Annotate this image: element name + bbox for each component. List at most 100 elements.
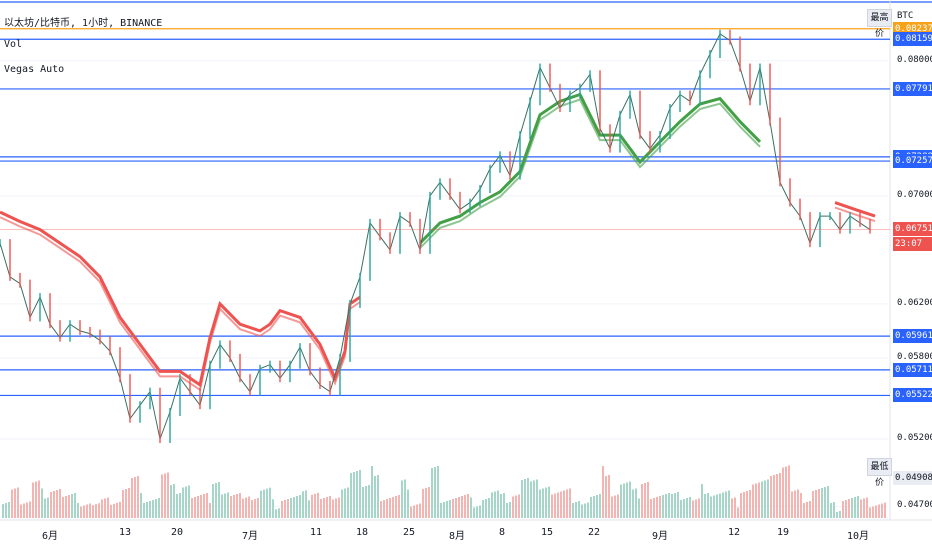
price-tag: 0.072577: [893, 154, 932, 169]
volume-bar: [710, 496, 712, 518]
volume-bar: [23, 503, 25, 518]
volume-bar: [83, 505, 85, 518]
price-tag: 0.055221: [893, 388, 932, 403]
vegas-band-lower: [834, 206, 876, 223]
volume-bar: [845, 500, 847, 518]
volume-bar: [437, 466, 439, 518]
volume-bar: [236, 494, 238, 518]
volume-bar: [554, 493, 556, 518]
volume-bar: [539, 489, 541, 518]
volume-bar: [611, 496, 613, 518]
volume-bar: [89, 503, 91, 518]
volume-bar: [608, 475, 610, 518]
vegas-indicator-legend[interactable]: Vegas Auto: [4, 64, 65, 75]
volume-bar: [272, 499, 274, 518]
volume-bar: [497, 490, 499, 518]
volume-bar: [119, 501, 121, 518]
volume-bar: [809, 501, 811, 518]
volume-bar: [56, 490, 58, 518]
volume-bar: [41, 488, 43, 518]
volume-bar: [644, 483, 646, 518]
volume-bar: [434, 467, 436, 518]
volume-bar: [176, 494, 178, 518]
symbol-legend[interactable]: 以太坊/比特币, 1小时, BINANCE: [4, 18, 163, 29]
volume-bar: [62, 497, 64, 518]
volume-bar: [788, 465, 790, 518]
volume-bar: [728, 490, 730, 518]
volume-bar: [686, 498, 688, 518]
volume-bar: [665, 494, 667, 518]
time-axis-label: 11: [309, 527, 323, 538]
volume-bar: [419, 503, 421, 518]
price-tag: 23:07: [893, 237, 932, 252]
volume-bar: [518, 494, 520, 518]
volume-bar: [860, 499, 862, 518]
volume-bar: [722, 492, 724, 518]
volume-bar: [755, 483, 757, 518]
volume-bar: [821, 488, 823, 518]
volume-bar: [80, 506, 82, 518]
volume-bar: [683, 499, 685, 518]
volume-bar: [842, 501, 844, 518]
volume-indicator-legend[interactable]: Vol: [4, 39, 23, 50]
volume-bar: [752, 484, 754, 518]
volume-bar: [143, 503, 145, 518]
volume-bar: [425, 488, 427, 518]
volume-bar: [557, 492, 559, 518]
volume-bar: [230, 496, 232, 518]
volume-bar: [203, 494, 205, 518]
volume-bar: [533, 480, 535, 518]
volume-bar: [878, 504, 880, 518]
volume-bar: [104, 498, 106, 518]
volume-bar: [65, 496, 67, 518]
volume-bar: [173, 484, 175, 518]
volume-bar: [347, 487, 349, 518]
time-axis-label: 25: [402, 527, 416, 538]
volume-bar: [188, 485, 190, 518]
time-axis-label: 9月: [651, 531, 669, 542]
volume-bar: [38, 480, 40, 518]
volume-bar: [545, 487, 547, 518]
volume-bar: [494, 491, 496, 518]
volume-bar: [569, 488, 571, 518]
volume-bar: [158, 498, 160, 518]
volume-bar: [617, 494, 619, 518]
volume-bar: [398, 495, 400, 518]
volume-bar: [506, 503, 508, 518]
price-axis-label: 0.052000: [897, 432, 932, 443]
volume-bar: [803, 503, 805, 518]
volume-bar: [110, 504, 112, 518]
volume-bar: [863, 498, 865, 518]
time-axis-label: 12: [727, 527, 741, 538]
volume-bar: [290, 498, 292, 518]
volume-bar: [221, 494, 223, 518]
volume-bar: [446, 501, 448, 518]
volume-bar: [833, 502, 835, 518]
volume-bar: [590, 497, 592, 518]
volume-bar: [260, 490, 262, 518]
volume-bar: [818, 489, 820, 518]
volume-bar: [431, 468, 433, 518]
volume-bar: [725, 491, 727, 518]
time-axis-label: 7月: [241, 531, 259, 542]
volume-bar: [737, 507, 739, 518]
volume-bar: [209, 503, 211, 518]
volume-bar: [476, 506, 478, 518]
volume-bar: [794, 490, 796, 518]
vegas-band-upper: [418, 92, 762, 245]
volume-bar: [521, 480, 523, 518]
volume-bar: [503, 493, 505, 518]
volume-bar: [248, 496, 250, 518]
volume-bar: [269, 487, 271, 518]
volume-bar: [329, 496, 331, 518]
volume-bar: [731, 498, 733, 518]
volume-bar: [749, 490, 751, 518]
horizontal-levels[interactable]: [0, 28, 890, 397]
volume-bar: [344, 488, 346, 518]
volume-bar: [17, 487, 19, 518]
volume-bar: [368, 485, 370, 518]
volume-bar: [245, 497, 247, 518]
volume-bar: [44, 498, 46, 518]
